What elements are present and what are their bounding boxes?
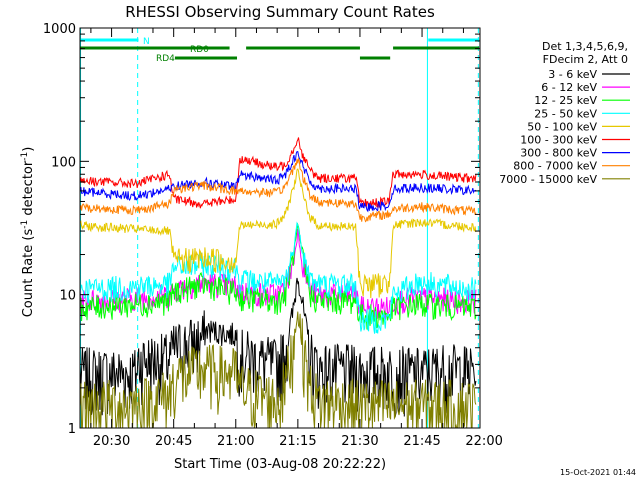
- y-axis-label-main: Count Rate (s: [21, 229, 36, 318]
- y-axis-label-sup1: -1: [20, 220, 30, 229]
- flag-label-RD4: RD4: [156, 54, 175, 64]
- y-axis-label-end: ): [21, 147, 36, 152]
- series-line-0: [79, 277, 477, 417]
- series-line-7: [79, 157, 477, 223]
- info-line-1: FDecim 2, Att 0: [543, 53, 628, 66]
- legend-label-4: 50 - 100 keV: [527, 120, 597, 133]
- x-tick-label: 21:00: [217, 434, 254, 449]
- detector-info: Det 1,3,4,5,6,9,FDecim 2, Att 0: [542, 40, 628, 66]
- plot-area: N RD0 RD4 1 10 100 1000 20:30 20:45 21:00 21:15 21:…: [43, 22, 503, 449]
- flag-label-RD0: RD0: [190, 45, 209, 55]
- x-tick-label: 21:15: [279, 434, 316, 449]
- y-tick-label: 100: [51, 155, 76, 170]
- flag-label-N: N: [143, 37, 150, 47]
- legend-label-7: 800 - 7000 keV: [513, 160, 597, 173]
- series-line-6: [79, 151, 477, 213]
- legend-label-8: 7000 - 15000 keV: [499, 173, 597, 186]
- x-tick-label: 22:00: [465, 434, 502, 449]
- y-tick-label: 1: [68, 422, 76, 437]
- x-tick-label: 20:30: [93, 434, 130, 449]
- series-line-2: [79, 222, 477, 330]
- legend-label-1: 6 - 12 keV: [541, 81, 597, 94]
- y-tick-label: 10: [59, 289, 76, 304]
- legend-label-6: 300 - 800 keV: [520, 147, 597, 160]
- info-line-0: Det 1,3,4,5,6,9,: [542, 40, 628, 53]
- legend-label-3: 25 - 50 keV: [534, 107, 597, 120]
- series-line-5: [79, 137, 477, 209]
- y-axis-label-sup2: -1: [20, 152, 30, 161]
- x-tick-label: 21:30: [341, 434, 378, 449]
- series-line-8: [79, 311, 477, 429]
- series-line-4: [79, 168, 477, 299]
- x-tick-label: 20:45: [155, 434, 192, 449]
- series-line-3: [79, 221, 477, 334]
- y-tick-label: 1000: [43, 22, 76, 37]
- legend-label-0: 3 - 6 keV: [548, 68, 597, 81]
- x-axis-label: Start Time (03-Aug-08 20:22:22): [174, 457, 386, 472]
- plot-frame: [79, 27, 481, 429]
- plot-timestamp: 15-Oct-2021 01:44: [560, 468, 636, 477]
- y-axis-label: Count Rate (s-1 detector-1): [20, 147, 36, 318]
- chart-title: RHESSI Observing Summary Count Rates: [125, 3, 435, 21]
- x-tick-label: 21:45: [403, 434, 440, 449]
- legend-label-2: 12 - 25 keV: [534, 94, 597, 107]
- y-axis-label-mid: detector: [21, 160, 36, 220]
- legend-label-5: 100 - 300 keV: [520, 134, 597, 147]
